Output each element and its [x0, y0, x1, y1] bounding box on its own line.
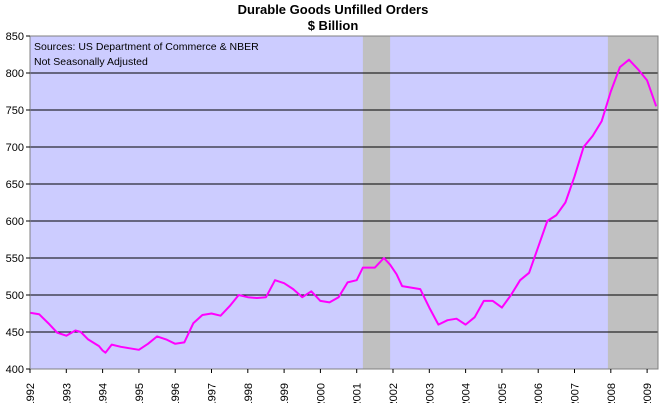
x-tick-label: 1996 — [170, 383, 182, 403]
chart-subtitle: $ Billion — [308, 18, 359, 33]
recession-bands — [362, 36, 658, 369]
y-tick-label: 600 — [6, 216, 24, 228]
x-tick-label: 1995 — [134, 383, 146, 403]
x-tick-label: 1997 — [207, 383, 219, 403]
y-tick-label: 750 — [6, 105, 24, 117]
x-tick-label: 2006 — [533, 383, 545, 403]
series-layer — [29, 58, 658, 354]
plot-area — [30, 36, 658, 369]
x-tick-label: 1999 — [279, 383, 291, 403]
series-line — [29, 58, 658, 354]
x-tick-label: 2004 — [461, 383, 473, 403]
x-tick-label: 2000 — [315, 383, 327, 403]
x-axis: 1992 1993 1994 1995 1996 1997 1998 1999 2000 2001… — [25, 369, 654, 403]
source-note: Sources: US Department of Commerce & NBE… — [34, 41, 259, 53]
y-tick-label: 500 — [6, 290, 24, 302]
x-tick-label: 1998 — [243, 383, 255, 403]
y-tick-label: 850 — [6, 31, 24, 43]
recession-band — [607, 36, 658, 369]
y-tick-label: 400 — [6, 364, 24, 376]
x-tick-label: 2007 — [570, 383, 582, 403]
plot-frame — [29, 35, 659, 370]
y-tick-label: 650 — [6, 179, 24, 191]
y-tick-label: 800 — [6, 68, 24, 80]
gridlines — [30, 72, 658, 333]
x-tick-label: 1994 — [98, 383, 110, 403]
x-tick-label: 2001 — [352, 383, 364, 403]
x-tick-label: 2003 — [424, 383, 436, 403]
x-tick-label: 2009 — [642, 383, 654, 403]
y-tick-label: 700 — [6, 142, 24, 154]
x-tick-label: 2002 — [388, 383, 400, 403]
recession-band — [362, 36, 391, 369]
y-tick-label: 450 — [6, 327, 24, 339]
adjustment-note: Not Seasonally Adjusted — [34, 56, 148, 68]
x-tick-label: 1993 — [61, 383, 73, 403]
x-tick-label: 1992 — [25, 383, 37, 403]
x-tick-label: 2005 — [497, 383, 509, 403]
y-axis: 400 450 500 550 600 650 700 750 800 850 — [6, 31, 30, 376]
y-tick-label: 550 — [6, 253, 24, 265]
chart-title: Durable Goods Unfilled Orders — [238, 2, 429, 17]
x-tick-label: 2008 — [606, 383, 618, 403]
